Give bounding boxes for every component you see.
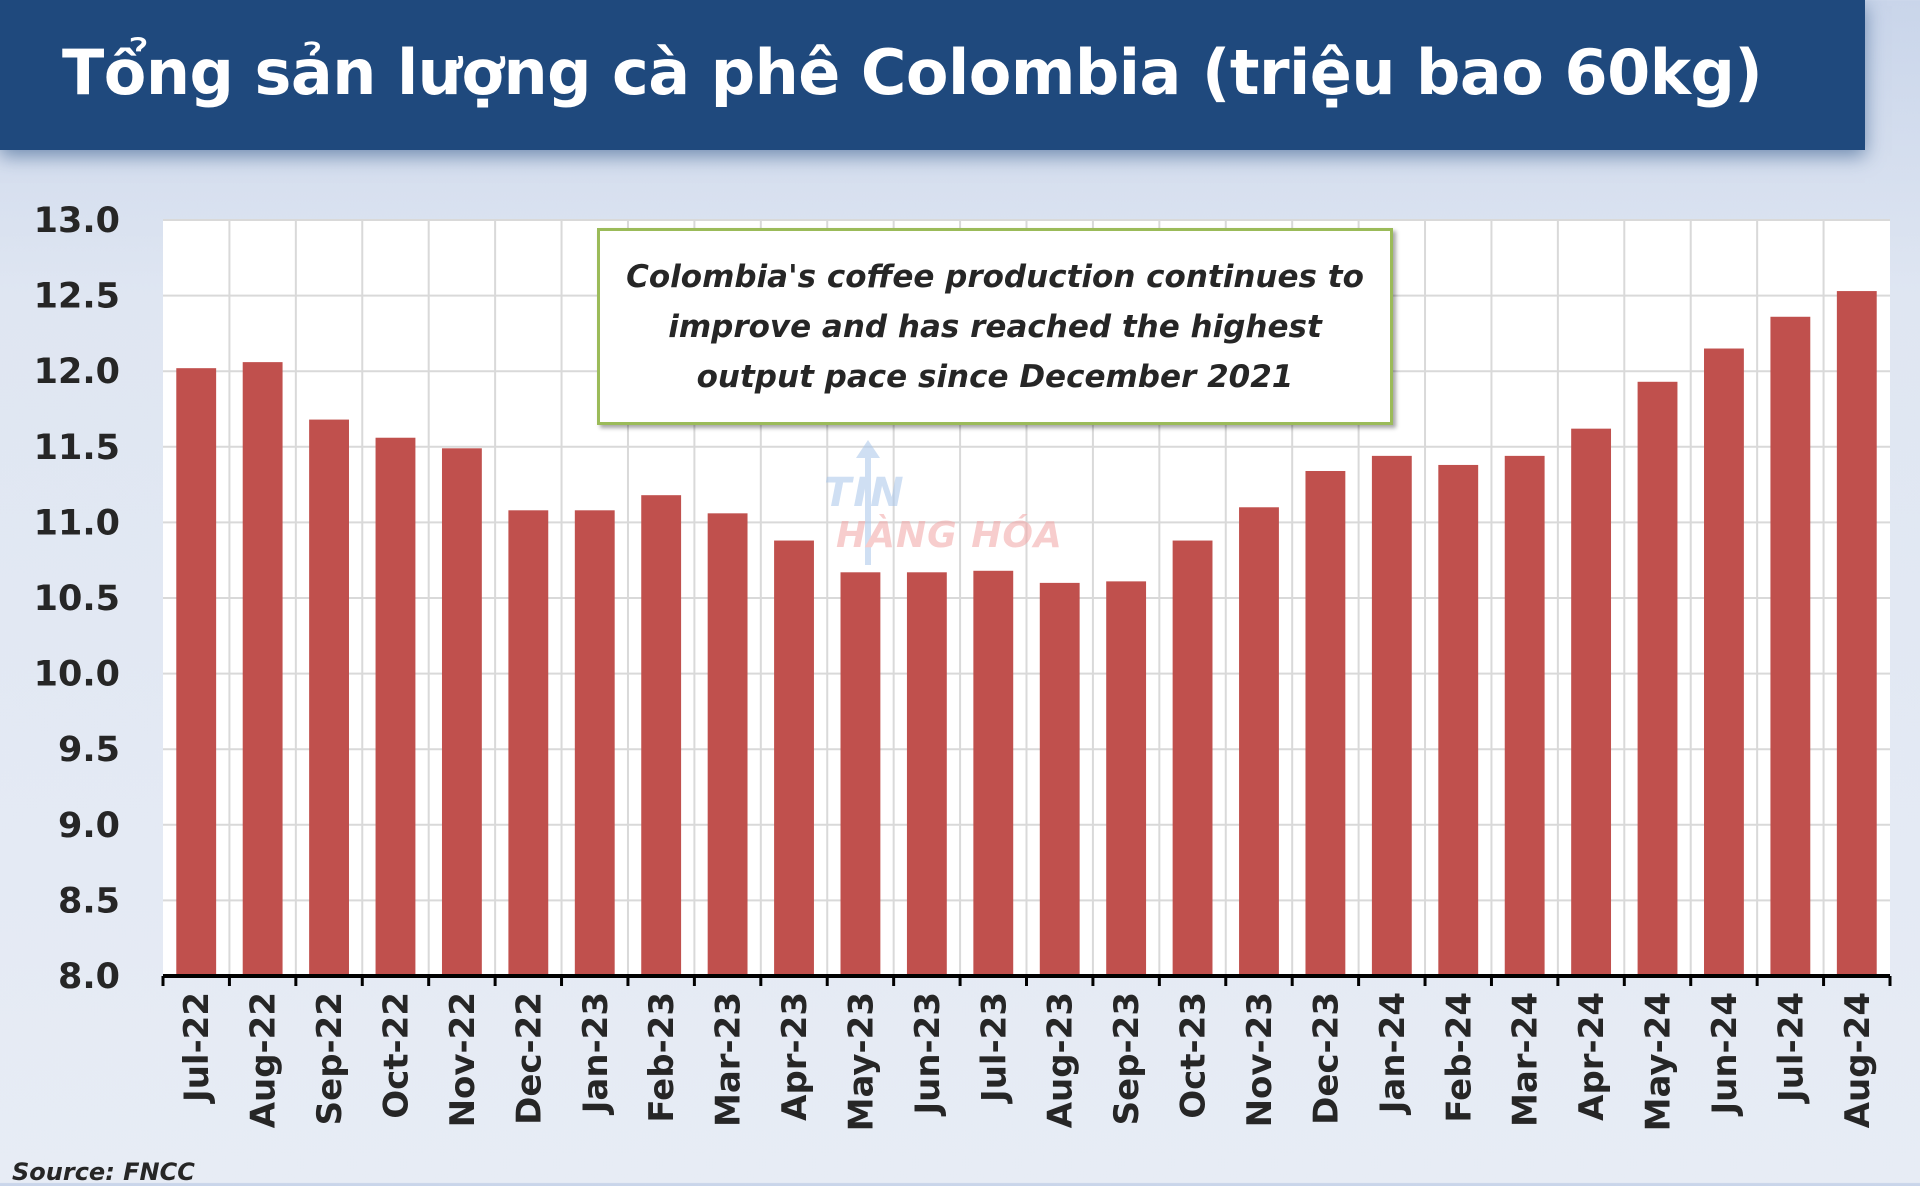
source-note: Source: FNCC [12, 1158, 195, 1186]
x-tick-label: May-24 [1639, 992, 1679, 1131]
bar [242, 362, 283, 976]
bar [774, 540, 814, 976]
y-tick-label: 11.0 [34, 503, 120, 543]
bar [1039, 582, 1080, 976]
bar [176, 368, 217, 976]
bar [1239, 507, 1279, 976]
bar [707, 513, 748, 976]
x-tick-label: May-23 [841, 992, 881, 1131]
bar [1438, 464, 1479, 976]
y-tick-label: 9.0 [58, 806, 120, 846]
title-banner: Tổng sản lượng cà phê Colombia (triệu ba… [0, 0, 1865, 150]
x-tick-label: Feb-23 [642, 992, 682, 1123]
bar [1504, 455, 1545, 976]
y-tick-label: 9.5 [58, 730, 120, 770]
bar [641, 495, 682, 976]
x-tick-label: Mar-24 [1506, 992, 1546, 1127]
annotation-box: Colombia's coffee production continues t… [597, 228, 1393, 425]
y-tick-label: 8.0 [58, 957, 120, 997]
x-tick-label: Jan-24 [1373, 992, 1413, 1115]
bar [1704, 348, 1744, 976]
x-tick-label: Jul-22 [177, 992, 217, 1104]
bar [1836, 291, 1877, 977]
x-tick-label: Aug-24 [1838, 992, 1878, 1128]
annotation-text: Colombia's coffee production continues t… [626, 258, 1364, 395]
watermark-logo: TIN HÀNG HÓA [818, 440, 1098, 580]
bar [1571, 428, 1612, 976]
x-tick-label: Mar-23 [709, 992, 749, 1127]
x-tick-label: Dec-22 [509, 992, 549, 1125]
x-tick-label: Sep-22 [310, 992, 350, 1125]
x-tick-label: Jan-23 [576, 992, 616, 1115]
x-tick-label: Apr-24 [1572, 992, 1612, 1121]
bar [508, 510, 549, 976]
x-tick-label: Aug-22 [244, 992, 284, 1128]
y-tick-label: 12.0 [34, 352, 120, 392]
bar [1770, 316, 1811, 976]
y-tick-label: 12.5 [34, 277, 120, 317]
bar [375, 437, 416, 976]
x-tick-label: Jul-24 [1771, 992, 1811, 1104]
y-tick-label: 11.5 [34, 428, 120, 468]
bar [1305, 470, 1346, 976]
watermark-line2: HÀNG HÓA [836, 515, 1063, 556]
x-tick-label: Dec-23 [1306, 992, 1346, 1125]
bar [840, 572, 881, 976]
x-tick-label: Oct-22 [376, 992, 416, 1119]
bar [906, 572, 947, 976]
x-tick-label: Oct-23 [1174, 992, 1214, 1119]
x-tick-label: Jul-23 [974, 992, 1014, 1104]
y-tick-label: 10.5 [34, 579, 120, 619]
bar [574, 510, 615, 976]
x-tick-label: Jun-23 [908, 992, 948, 1117]
bar [973, 570, 1014, 976]
bar [1371, 455, 1412, 976]
watermark-arrow-icon [856, 440, 880, 565]
watermark-line1: TIN [824, 470, 906, 516]
bar [1106, 581, 1147, 976]
x-tick-label: Aug-23 [1041, 992, 1081, 1128]
x-tick-label: Apr-23 [775, 992, 815, 1121]
y-tick-label: 13.0 [34, 201, 120, 241]
y-tick-label: 10.0 [34, 655, 120, 695]
x-tick-label: Feb-24 [1439, 992, 1479, 1123]
x-tick-label: Jun-24 [1705, 992, 1745, 1117]
bar [309, 419, 349, 977]
bar [1637, 381, 1678, 976]
y-tick-label: 8.5 [58, 881, 120, 921]
x-tick-label: Sep-23 [1107, 992, 1147, 1125]
x-tick-label: Nov-23 [1240, 992, 1280, 1127]
bar [441, 448, 482, 976]
bar [1172, 540, 1213, 976]
chart-title: Tổng sản lượng cà phê Colombia (triệu ba… [62, 36, 1763, 109]
x-tick-label: Nov-22 [443, 992, 483, 1127]
